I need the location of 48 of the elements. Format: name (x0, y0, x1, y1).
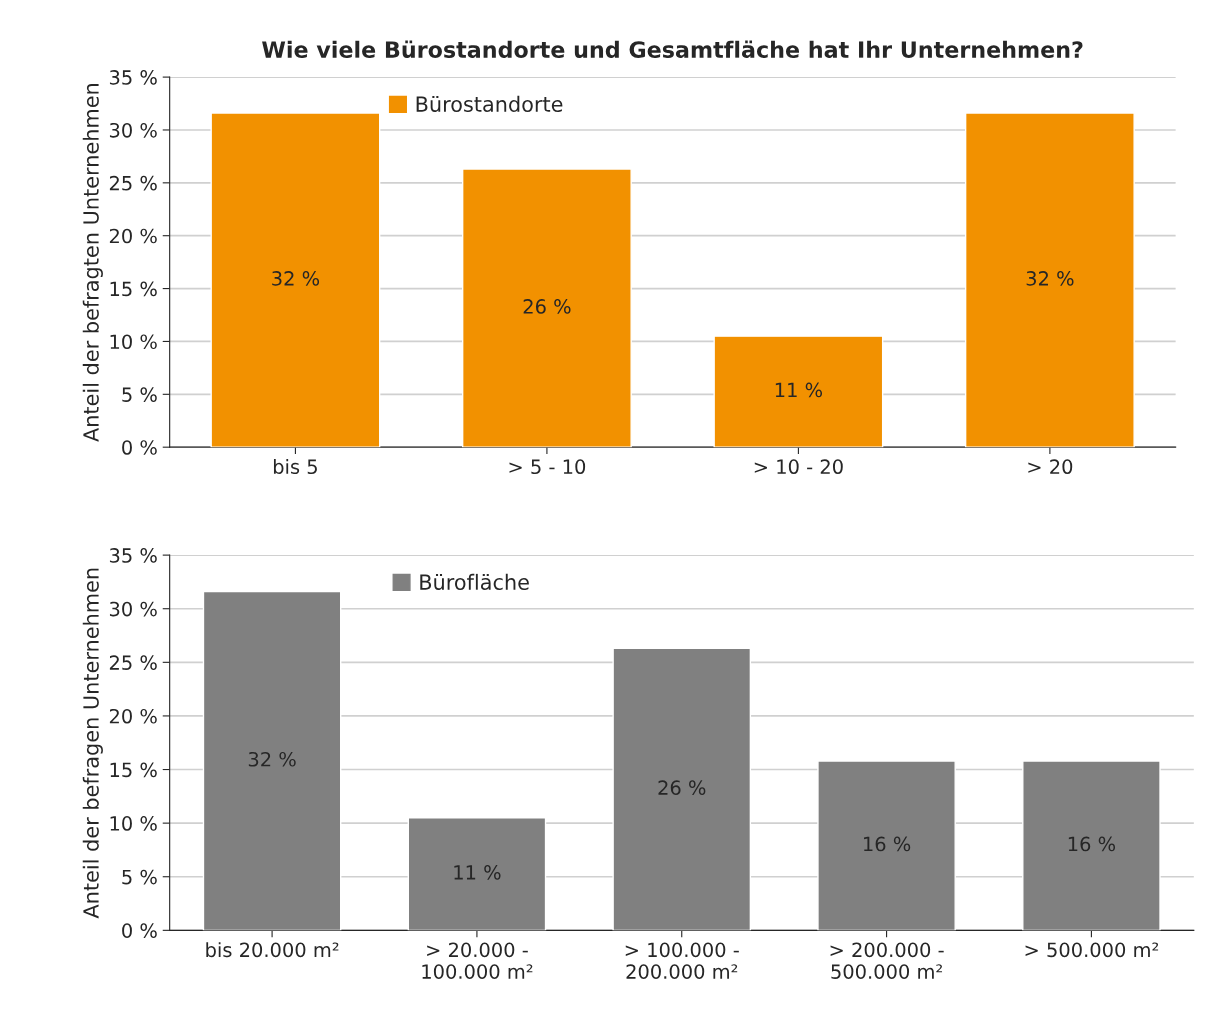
y-tick-label: 15 % (110, 281, 157, 297)
x-tick-label: > 20 (1028, 459, 1073, 475)
data-label: 11 % (775, 382, 823, 398)
y-tick-label: 35 % (109, 70, 157, 85)
y-tick-label: 5 % (122, 869, 157, 885)
bar (713, 335, 884, 448)
y-tick-label: 25 % (109, 655, 157, 670)
y-tick-label: 0 % (122, 923, 157, 938)
y-tick-label: 0 % (122, 440, 157, 455)
legend-label: Bürostandorte (416, 95, 563, 112)
y-tick-label: 10 % (110, 334, 157, 350)
data-label: 11 % (454, 864, 501, 880)
bar (1022, 760, 1161, 931)
data-label: 32 % (272, 271, 320, 286)
bar (210, 112, 381, 448)
bar (461, 168, 632, 448)
x-tick-label: > 5 - 10 (509, 459, 586, 475)
y-tick-label: 15 % (110, 762, 157, 778)
bar (817, 760, 956, 931)
bar (964, 112, 1135, 448)
y-tick-label: 30 % (109, 122, 157, 138)
y-tick-label: 20 % (109, 708, 157, 724)
data-label: 26 % (658, 780, 706, 796)
y-tick-label: 10 % (110, 816, 157, 831)
y-tick-label: 5 % (122, 387, 157, 402)
x-tick-label: > 100.000 - 200.000 m² (625, 942, 739, 979)
data-label: 32 % (1026, 271, 1074, 286)
legend-label: Bürofläche (420, 573, 529, 590)
x-tick-label: > 20.000 - 100.000 m² (422, 942, 533, 979)
y-tick-label: 30 % (109, 601, 157, 617)
data-label: 16 % (1068, 836, 1116, 852)
y-axis-title: Anteil der befragten Unternehmen (82, 84, 103, 442)
x-tick-label: > 10 - 20 (754, 459, 843, 475)
chart-title: Wie viele Bürostandorte und Gesamtfläche hat Ihr Unternehmen? (262, 40, 1083, 58)
data-label: 32 % (248, 751, 296, 767)
bar (612, 647, 752, 931)
x-tick-label: bis 5 (273, 458, 317, 475)
x-tick-label: > 200.000 - 500.000 m² (830, 942, 944, 979)
bar (202, 590, 342, 931)
x-tick-label: > 500.000 m² (1025, 942, 1159, 958)
bar (407, 817, 547, 931)
y-axis-title: Anteil der befragen Unternehmen (82, 568, 103, 919)
y-tick-label: 35 % (109, 548, 157, 563)
x-tick-label: bis 20.000 m² (206, 942, 339, 958)
data-label: 26 % (523, 299, 571, 314)
y-tick-label: 20 % (109, 228, 157, 244)
data-label: 16 % (864, 836, 911, 852)
y-tick-label: 25 % (109, 175, 157, 191)
